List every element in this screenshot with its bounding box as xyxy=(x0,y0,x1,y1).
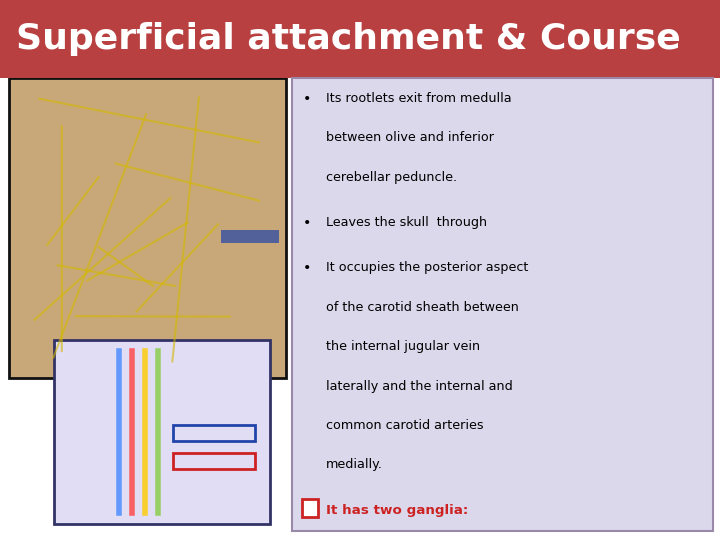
Text: medially.: medially. xyxy=(326,458,383,471)
Text: It has two ganglia:: It has two ganglia: xyxy=(326,504,469,517)
Text: •: • xyxy=(302,261,311,275)
Text: Superficial attachment & Course: Superficial attachment & Course xyxy=(16,22,680,56)
Text: Its rootlets exit from medulla: Its rootlets exit from medulla xyxy=(326,92,512,105)
Bar xyxy=(54,340,270,524)
Text: common carotid arteries: common carotid arteries xyxy=(326,419,484,432)
Text: laterally and the internal and: laterally and the internal and xyxy=(326,380,513,393)
Text: It occupies the posterior aspect: It occupies the posterior aspect xyxy=(326,261,528,274)
Text: Leaves the skull  through: Leaves the skull through xyxy=(326,216,491,229)
Text: between olive and inferior: between olive and inferior xyxy=(326,131,494,144)
Bar xyxy=(292,78,713,531)
Bar xyxy=(302,500,318,517)
Text: •: • xyxy=(302,92,311,106)
Text: cerebellar peduncle.: cerebellar peduncle. xyxy=(326,171,457,184)
Text: •: • xyxy=(302,216,311,230)
Bar xyxy=(0,0,720,78)
Bar xyxy=(173,453,255,469)
Text: of the carotid sheath between: of the carotid sheath between xyxy=(326,301,519,314)
Bar xyxy=(173,425,255,441)
Bar xyxy=(9,78,286,378)
Text: the internal jugular vein: the internal jugular vein xyxy=(326,340,480,353)
Bar xyxy=(221,230,279,243)
